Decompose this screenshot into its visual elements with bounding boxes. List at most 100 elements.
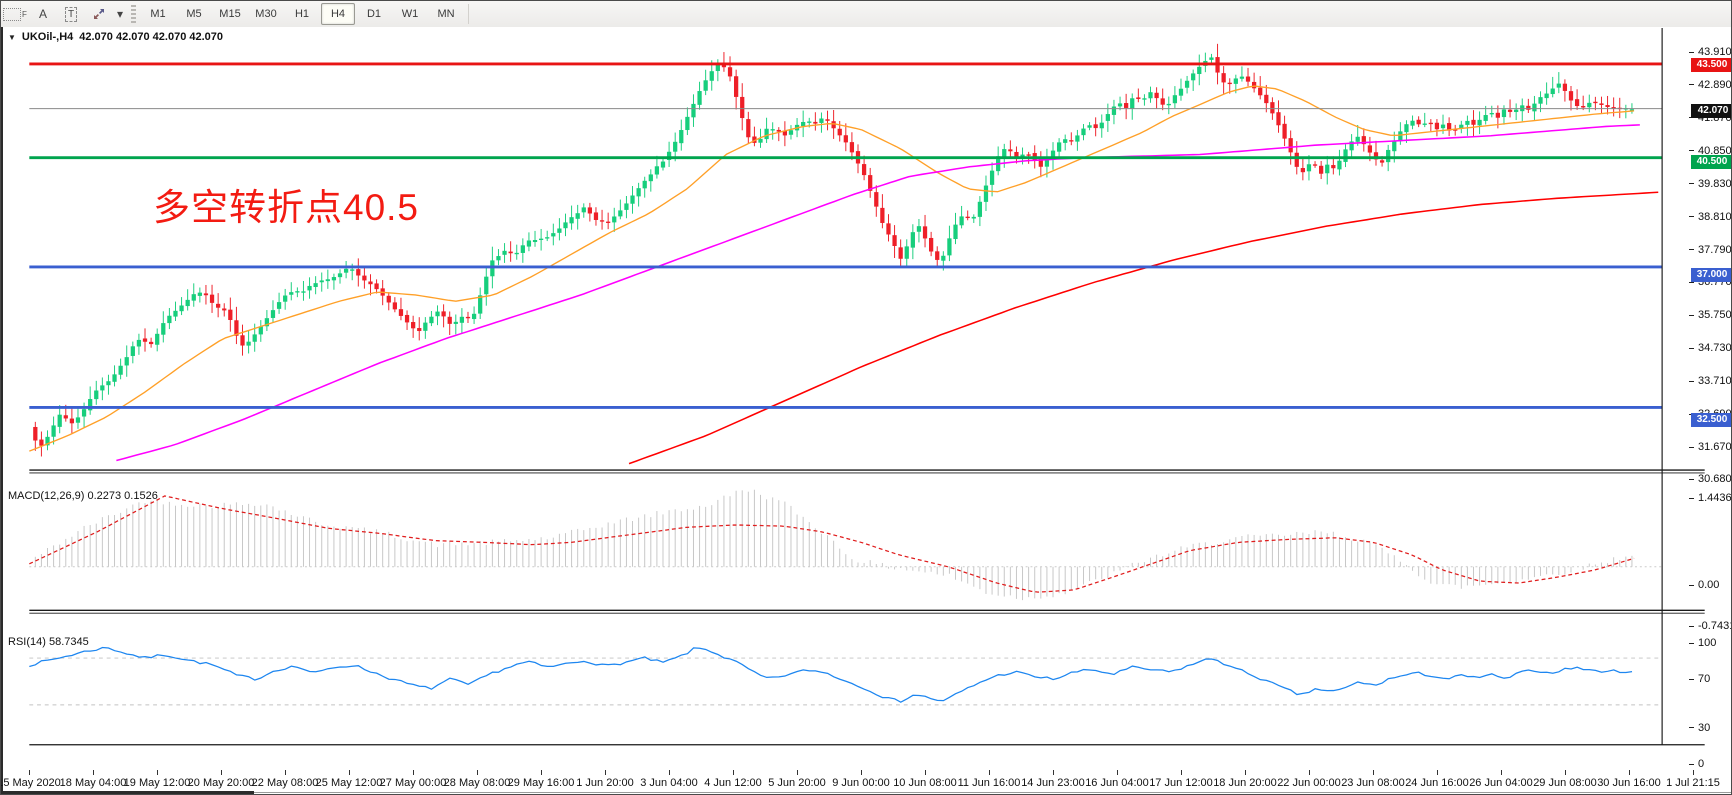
price-axis-tick [1689, 314, 1694, 316]
rsi-axis-tick [1689, 763, 1694, 765]
time-axis-tick [541, 770, 542, 775]
price-axis-label: 37.790 [1698, 243, 1732, 256]
price-axis-tick [1689, 249, 1694, 251]
time-axis-label: 30 Jun 16:00 [1597, 777, 1661, 789]
timeframe-button-m30[interactable]: M30 [255, 8, 277, 20]
time-axis-label: 18 May 04:00 [59, 777, 127, 789]
timeframe-button-d1[interactable]: D1 [366, 8, 382, 20]
time-axis-tick [285, 770, 286, 775]
time-axis-label: 22 Jun 00:00 [1277, 777, 1341, 789]
chart-annotation-text[interactable]: 多空转折点40.5 [153, 187, 420, 228]
toolbar: F A T ▾ M1 M5 M15 M30 H1 H4 D1 W1 MN [1, 1, 1731, 28]
rsi-axis-label: 30 [1698, 721, 1711, 734]
rsi-indicator-label: RSI(14) 58.7345 [8, 636, 89, 648]
rsi-axis-tick [1689, 678, 1694, 680]
chart-canvas[interactable] [1, 27, 1732, 795]
time-axis-label: 27 May 00:00 [379, 777, 447, 789]
text-box-tool-icon[interactable]: T [59, 4, 83, 24]
price-level-tag: 32.500 [1691, 413, 1731, 428]
arrows-tool-icon[interactable] [87, 4, 111, 24]
ohlc-values: 42.070 42.070 42.070 42.070 [79, 31, 224, 43]
time-axis-tick [1501, 770, 1502, 775]
timeframe-button-w1[interactable]: W1 [401, 8, 419, 20]
text-label-tool-icon[interactable]: A [38, 7, 47, 21]
time-axis-label: 19 May 12:00 [123, 777, 191, 789]
timeframe-button-mn[interactable]: MN [437, 8, 455, 20]
collapse-arrow-icon[interactable]: ▼ [8, 32, 16, 42]
time-axis-tick [925, 770, 926, 775]
price-axis-label: 34.730 [1698, 342, 1732, 355]
rsi-axis-tick [1689, 727, 1694, 729]
chart-shift-icon[interactable]: F [3, 4, 27, 24]
price-level-tag: 43.500 [1691, 58, 1731, 73]
rsi-axis-label: 0 [1698, 758, 1705, 771]
toolbar-grip[interactable] [131, 5, 136, 23]
macd-axis-label: 0.00 [1698, 579, 1720, 591]
timeframe-button-h4[interactable]: H4 [321, 3, 355, 25]
time-axis-tick [989, 770, 990, 775]
chart-shift-label: F [22, 9, 27, 19]
time-axis-label: 25 May 12:00 [315, 777, 383, 789]
current-price-tag: 42.070 [1691, 104, 1731, 119]
time-axis-tick [1693, 770, 1694, 775]
symbol-period-label: UKOil-,H4 [21, 31, 74, 43]
macd-axis-tick [1689, 584, 1694, 586]
time-axis-label: 18 Jun 20:00 [1213, 777, 1277, 789]
time-axis-tick [413, 770, 414, 775]
time-axis-tick [1565, 770, 1566, 775]
time-axis-tick [93, 770, 94, 775]
chart-title: ▼ UKOil-,H4 42.070 42.070 42.070 42.070 [8, 31, 223, 43]
time-axis-tick [29, 770, 30, 775]
price-axis-tick [1689, 446, 1694, 448]
time-axis-label: 24 Jun 16:00 [1405, 777, 1469, 789]
timeframe-button-m15[interactable]: M15 [219, 8, 241, 20]
time-axis-label: 26 Jun 04:00 [1469, 777, 1533, 789]
price-axis-tick [1689, 347, 1694, 349]
time-axis-tick [1629, 770, 1630, 775]
time-axis-tick [349, 770, 350, 775]
price-axis-tick [1689, 150, 1694, 152]
time-axis-tick [157, 770, 158, 775]
time-axis-label: 3 Jun 04:00 [640, 777, 698, 789]
horizontal-scrollbar-thumb[interactable] [1, 791, 254, 794]
time-axis-tick [1309, 770, 1310, 775]
toolbar-separator [468, 4, 469, 24]
time-axis-label: 20 May 20:00 [187, 777, 255, 789]
price-axis-tick [1689, 478, 1694, 480]
time-axis-tick [605, 770, 606, 775]
time-axis-tick [221, 770, 222, 775]
time-axis-label: 1 Jul 21:15 [1666, 777, 1720, 789]
rsi-axis-label: 70 [1698, 673, 1711, 686]
dotted-grid-icon [3, 7, 22, 21]
price-axis-tick [1689, 51, 1694, 53]
time-axis-tick [1053, 770, 1054, 775]
time-axis-label: 28 May 08:00 [443, 777, 511, 789]
timeframe-button-m5[interactable]: M5 [186, 8, 202, 20]
timeframe-button-m1[interactable]: M1 [150, 8, 166, 20]
timeframe-button-h1[interactable]: H1 [294, 8, 310, 20]
price-axis-tick [1689, 281, 1694, 283]
price-axis-tick [1689, 216, 1694, 218]
time-axis-label: 22 May 08:00 [251, 777, 319, 789]
time-axis-tick [1437, 770, 1438, 775]
time-axis-label: 29 Jun 08:00 [1533, 777, 1597, 789]
time-axis-tick [797, 770, 798, 775]
horizontal-scrollbar-track[interactable] [254, 792, 1731, 793]
price-axis-tick [1689, 183, 1694, 185]
macd-axis-tick [1689, 497, 1694, 499]
price-axis-label: 30.680 [1698, 473, 1732, 486]
time-axis-label: 4 Jun 12:00 [704, 777, 762, 789]
time-axis-tick [1181, 770, 1182, 775]
rsi-axis-tick [1689, 642, 1694, 644]
time-axis-label: 10 Jun 08:00 [893, 777, 957, 789]
time-axis-label: 29 May 16:00 [507, 777, 575, 789]
arrows-dropdown-caret-icon[interactable]: ▾ [116, 7, 124, 21]
time-axis-label: 11 Jun 16:00 [957, 777, 1021, 789]
time-axis-tick [861, 770, 862, 775]
rsi-axis-label: 100 [1698, 637, 1717, 649]
time-axis-tick [1373, 770, 1374, 775]
time-axis-label: 16 Jun 04:00 [1085, 777, 1149, 789]
time-axis-tick [669, 770, 670, 775]
text-box-glyph: T [64, 6, 78, 22]
